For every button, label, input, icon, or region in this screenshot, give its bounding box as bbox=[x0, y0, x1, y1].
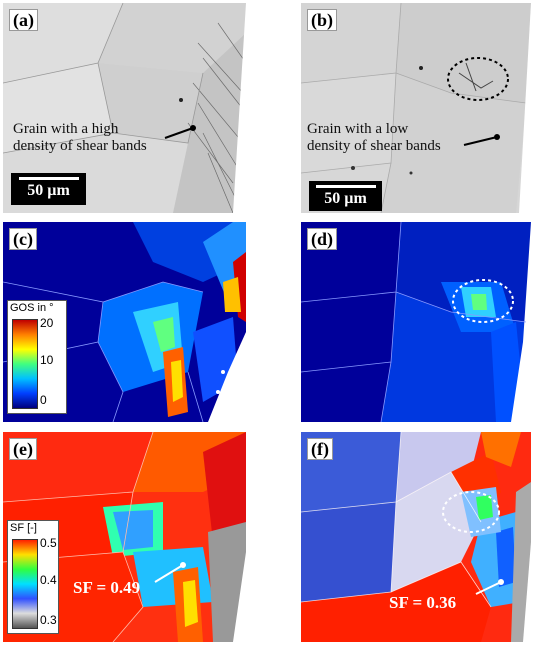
panel-c: (c) GOS in ° 20 10 0 bbox=[3, 222, 246, 422]
gos-colorbar bbox=[12, 319, 38, 409]
panel-b-scale-text: 50 µm bbox=[324, 190, 367, 207]
panel-f-map bbox=[301, 432, 531, 642]
panel-b-note-line2: density of shear bands bbox=[307, 138, 441, 154]
sf-colorbar bbox=[12, 539, 38, 629]
sf-legend: SF [-] 0.5 0.4 0.3 bbox=[7, 520, 59, 634]
panel-a: (a) Grain with a high density of shear b… bbox=[3, 3, 246, 213]
panel-d: (d) bbox=[301, 222, 531, 422]
panel-b-label: (b) bbox=[307, 9, 337, 31]
panel-b: (b) Grain with a low density of shear ba… bbox=[301, 3, 531, 213]
panel-a-note: Grain with a high density of shear bands bbox=[13, 121, 147, 155]
panel-a-scale-text: 50 µm bbox=[27, 182, 70, 199]
panel-a-note-line2: density of shear bands bbox=[13, 138, 147, 154]
sf-tick-05: 0.5 bbox=[40, 536, 57, 550]
sf-tick-03: 0.3 bbox=[40, 613, 57, 627]
sf-tick-04: 0.4 bbox=[40, 573, 57, 587]
panel-b-pointer bbox=[463, 134, 500, 146]
gos-tick-10: 10 bbox=[40, 353, 54, 367]
panel-f-sf-label: SF = 0.36 bbox=[389, 593, 457, 612]
panel-e-sf-label: SF = 0.49 bbox=[73, 578, 141, 597]
gos-legend-title: GOS in ° bbox=[10, 302, 54, 314]
panel-e-label: (e) bbox=[9, 438, 37, 460]
panel-b-scalebar: 50 µm bbox=[309, 181, 382, 211]
panel-a-note-line1: Grain with a high bbox=[13, 121, 119, 137]
gos-tick-20: 20 bbox=[40, 316, 54, 330]
panel-d-label: (d) bbox=[307, 228, 337, 250]
panel-a-image bbox=[3, 3, 246, 213]
panel-a-pointer bbox=[164, 125, 196, 139]
panel-b-note-line1: Grain with a low bbox=[307, 121, 409, 137]
panel-e: (e) SF = 0.49 SF [-] 0.5 0.4 0.3 bbox=[3, 432, 246, 642]
gos-legend: GOS in ° 20 10 0 bbox=[7, 300, 67, 414]
panel-f-label: (f) bbox=[307, 438, 333, 460]
panel-b-note: Grain with a low density of shear bands bbox=[307, 121, 441, 155]
sf-legend-title: SF [-] bbox=[10, 522, 37, 534]
panel-a-label: (a) bbox=[9, 9, 38, 31]
panel-a-scalebar: 50 µm bbox=[11, 173, 86, 205]
panel-f: (f) SF = 0.36 bbox=[301, 432, 531, 642]
panel-d-map bbox=[301, 222, 531, 422]
gos-tick-0: 0 bbox=[40, 393, 47, 407]
panel-c-label: (c) bbox=[9, 228, 37, 250]
